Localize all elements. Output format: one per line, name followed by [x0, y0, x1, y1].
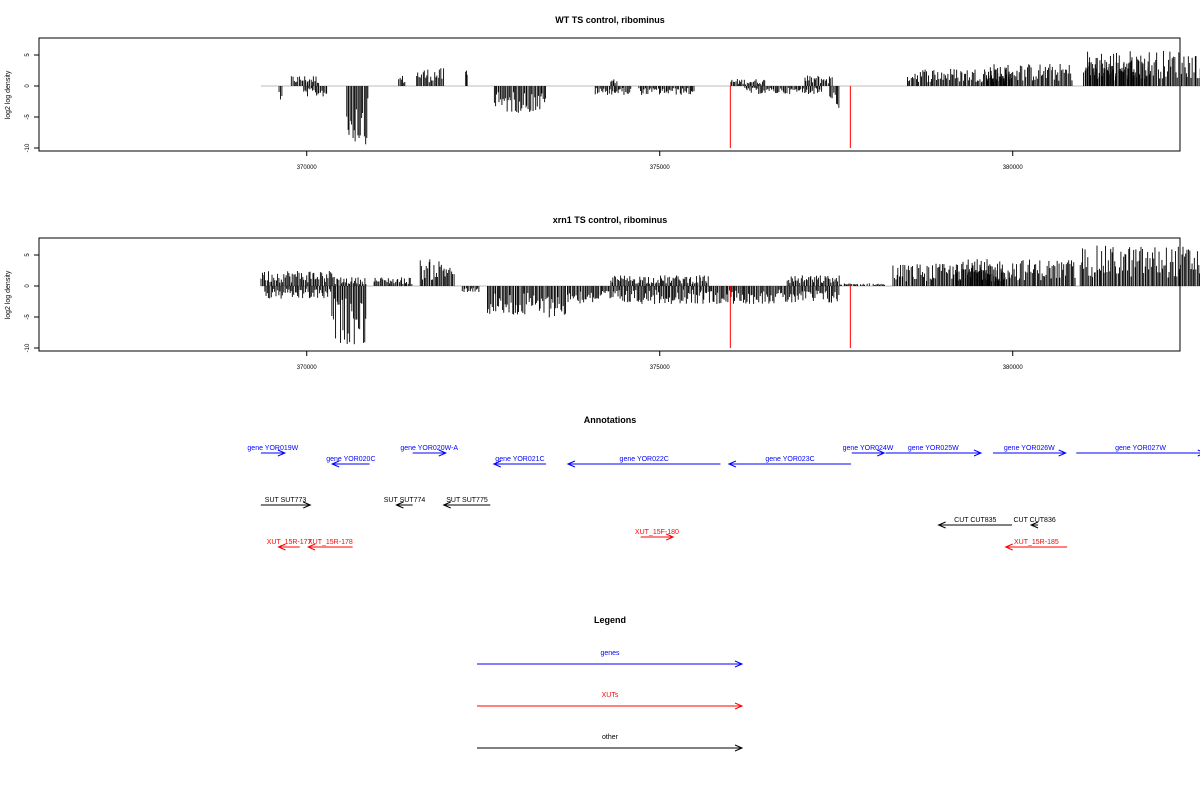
arrow-head: [734, 660, 744, 668]
arrow-head: [877, 449, 886, 457]
annotation-genes: gene YOR023C: [727, 456, 852, 468]
track-title: xrn1 TS control, ribominus: [553, 215, 668, 225]
annotation-label: gene YOR025W: [908, 445, 959, 452]
annotation-label: gene YOR021C: [495, 456, 544, 463]
arrow-head: [665, 533, 675, 541]
x-tick-label: 380000: [1003, 365, 1024, 371]
plot-frame: [38, 37, 1181, 152]
arrow-head: [438, 449, 448, 457]
legend-label: XUTs: [602, 692, 619, 699]
annotation-label: CUT CUT835: [954, 517, 996, 524]
annotation-label: SUT SUT773: [265, 497, 307, 504]
annotation-label: XUT_15R-177: [267, 539, 312, 546]
annotation-track: Annotations gene YOR019W gene YOR020C gene…: [247, 415, 1200, 551]
x-tick-label: 370000: [297, 365, 318, 371]
arrow-head: [330, 460, 340, 468]
annotation-label: SUT SUT774: [384, 497, 426, 504]
annotation-XUTs: XUT_15F-180: [635, 529, 679, 541]
legend-entry: XUTs: [477, 692, 744, 710]
arrow-head: [442, 501, 451, 509]
annotation-XUTs: XUT_15R-185: [1004, 539, 1068, 551]
y-axis: -10 -5 0 5: [25, 53, 40, 152]
x-axis: 370000 375000 380000: [297, 351, 1024, 371]
legend-entry: genes: [477, 650, 744, 668]
annotation-label: gene YOR022C: [620, 456, 669, 463]
y-tick-label: -10: [25, 143, 31, 152]
annotation-label: CUT CUT836: [1013, 517, 1055, 524]
annotation-genes: gene YOR025W: [885, 445, 983, 457]
arrow-head: [973, 449, 983, 457]
annotation-label: XUT_15R-185: [1014, 539, 1059, 546]
annotation-other: SUT SUT775: [442, 497, 491, 509]
x-tick-label: 375000: [650, 165, 671, 171]
arrow-head: [277, 449, 287, 457]
arrow-head: [727, 460, 737, 468]
track-panel-wt: WT TS control, ribominus log2 log densit…: [5, 15, 1200, 171]
annotation-other: SUT SUT773: [260, 497, 312, 509]
annotation-label: gene YOR023C: [765, 456, 814, 463]
track-panel-xrn1: xrn1 TS control, ribominus log2 log dens…: [5, 215, 1200, 371]
x-tick-label: 375000: [650, 365, 671, 371]
y-tick-label: 5: [25, 53, 31, 57]
plot-frame: [38, 237, 1181, 352]
arrow-head: [303, 501, 312, 509]
arrow-head: [734, 702, 744, 710]
annotation-genes: gene YOR027W: [1076, 445, 1200, 457]
arrow-head: [1029, 521, 1039, 529]
x-tick-label: 380000: [1003, 165, 1024, 171]
y-tick-label: -5: [25, 114, 31, 120]
annotation-other: CUT CUT835: [937, 517, 1013, 529]
annotation-label: gene YOR020W-A: [400, 445, 458, 452]
arrow-head: [395, 501, 404, 509]
annotation-genes: gene YOR020W-A: [400, 445, 458, 457]
annotation-label: gene YOR026W: [1004, 445, 1055, 452]
annotation-label: gene YOR024W: [843, 445, 894, 452]
y-axis-label: log2 log density: [5, 70, 12, 119]
annotation-genes: gene YOR021C: [492, 456, 547, 468]
annotation-genes: gene YOR022C: [566, 456, 721, 468]
legend-title: Legend: [594, 615, 626, 625]
annotation-label: XUT_15F-180: [635, 529, 679, 536]
legend-label: other: [602, 734, 619, 741]
annotation-other: CUT CUT836: [1013, 517, 1056, 529]
arrow-head: [566, 460, 576, 468]
y-tick-label: -5: [25, 314, 31, 320]
plot-area: [260, 50, 1200, 148]
arrow-head: [492, 460, 502, 468]
arrow-head: [1058, 449, 1067, 457]
y-axis-label: log2 log density: [5, 270, 12, 319]
y-tick-label: 0: [25, 84, 31, 88]
annotation-label: SUT SUT775: [446, 497, 488, 504]
arrow-head: [1004, 543, 1013, 551]
x-axis: 370000 375000 380000: [297, 151, 1024, 171]
annotation-label: gene YOR020C: [326, 456, 375, 463]
annotation-XUTs: XUT_15R-178: [306, 539, 353, 551]
plot-area: [260, 245, 1200, 348]
annotation-label: XUT_15R-178: [308, 539, 353, 546]
annotation-label: gene YOR027W: [1115, 445, 1166, 452]
y-axis: -10 -5 0 5: [25, 253, 40, 352]
arrow-head: [306, 543, 316, 551]
y-tick-label: 0: [25, 284, 31, 288]
arrow-head: [277, 543, 286, 551]
legend-label: genes: [600, 650, 620, 657]
y-tick-label: -10: [25, 343, 31, 352]
legend-entry: other: [477, 734, 744, 752]
y-tick-label: 5: [25, 253, 31, 257]
annotation-other: SUT SUT774: [384, 497, 426, 509]
legend: Legend genes XUTs other: [477, 615, 744, 752]
annotations-title: Annotations: [584, 415, 637, 425]
x-tick-label: 370000: [297, 165, 318, 171]
track-title: WT TS control, ribominus: [555, 15, 665, 25]
annotation-XUTs: XUT_15R-177: [267, 539, 312, 551]
annotation-label: gene YOR019W: [247, 445, 298, 452]
annotation-genes: gene YOR020C: [326, 456, 376, 468]
arrow-head: [734, 744, 744, 752]
annotation-genes: gene YOR026W: [992, 445, 1067, 457]
arrow-head: [937, 521, 946, 529]
annotation-genes: gene YOR024W: [843, 445, 894, 457]
annotation-genes: gene YOR019W: [247, 445, 299, 457]
